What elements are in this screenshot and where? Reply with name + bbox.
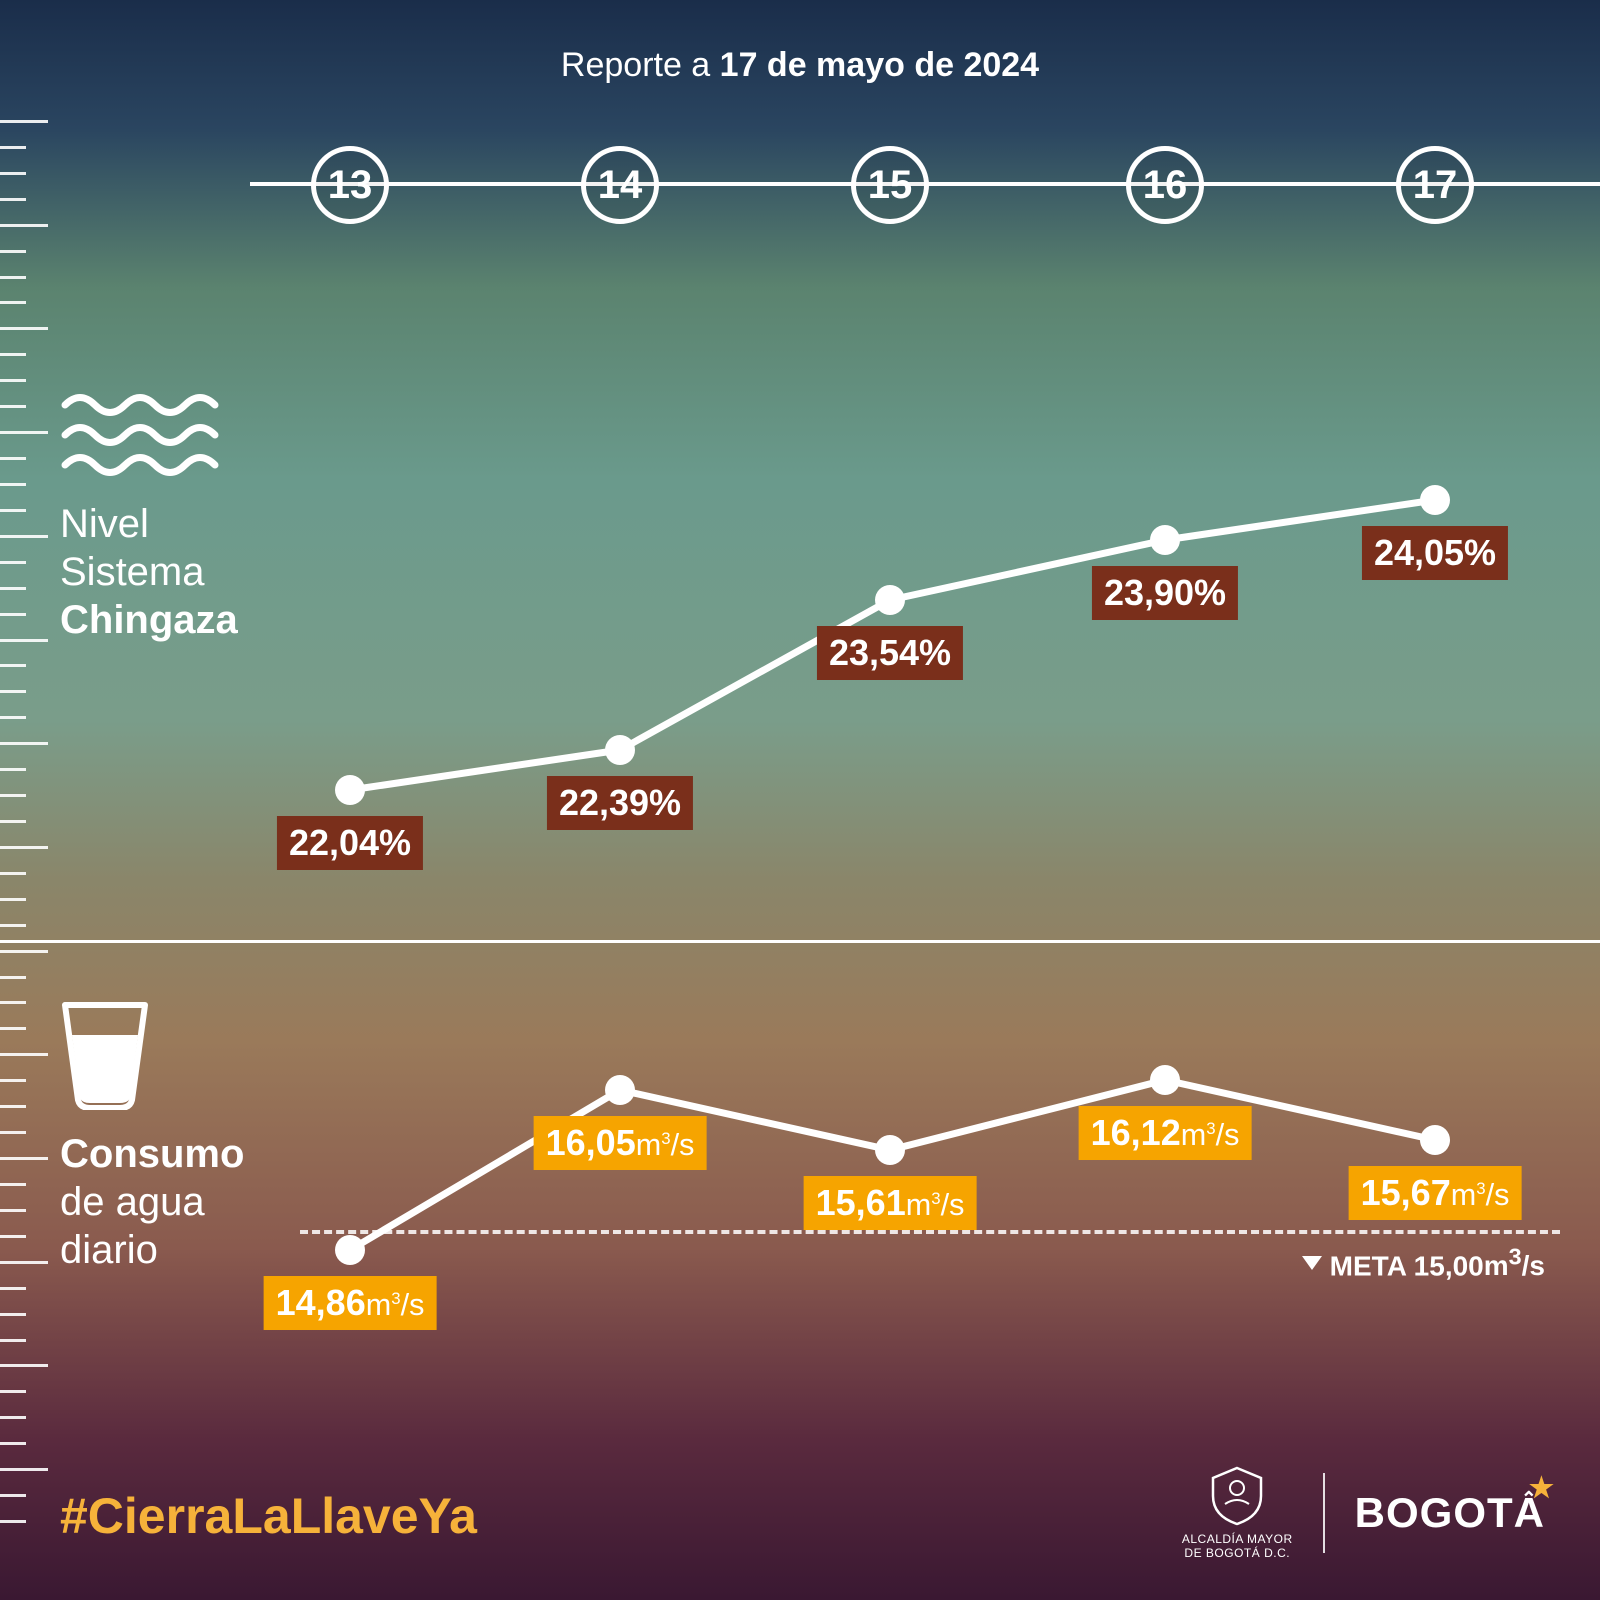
consumo-chart [0, 0, 1600, 1400]
infographic-canvas: Reporte a 17 de mayo de 2024 1314151617 … [0, 0, 1600, 1600]
bogota-text: BOGOTA⌃ [1355, 1489, 1545, 1536]
star-icon: ★ [1529, 1471, 1555, 1504]
footer-logos: ALCALDÍA MAYOR DE BOGOTÁ D.C. BOGOTA⌃ ★ [1182, 1466, 1545, 1560]
logo-separator [1323, 1473, 1325, 1553]
hashtag: #CierraLaLlaveYa [60, 1487, 477, 1545]
alcaldia-logo: ALCALDÍA MAYOR DE BOGOTÁ D.C. [1182, 1466, 1293, 1560]
shield-line1: ALCALDÍA MAYOR [1182, 1532, 1293, 1546]
bogota-logo: BOGOTA⌃ ★ [1355, 1489, 1545, 1537]
shield-line2: DE BOGOTÁ D.C. [1182, 1546, 1293, 1560]
